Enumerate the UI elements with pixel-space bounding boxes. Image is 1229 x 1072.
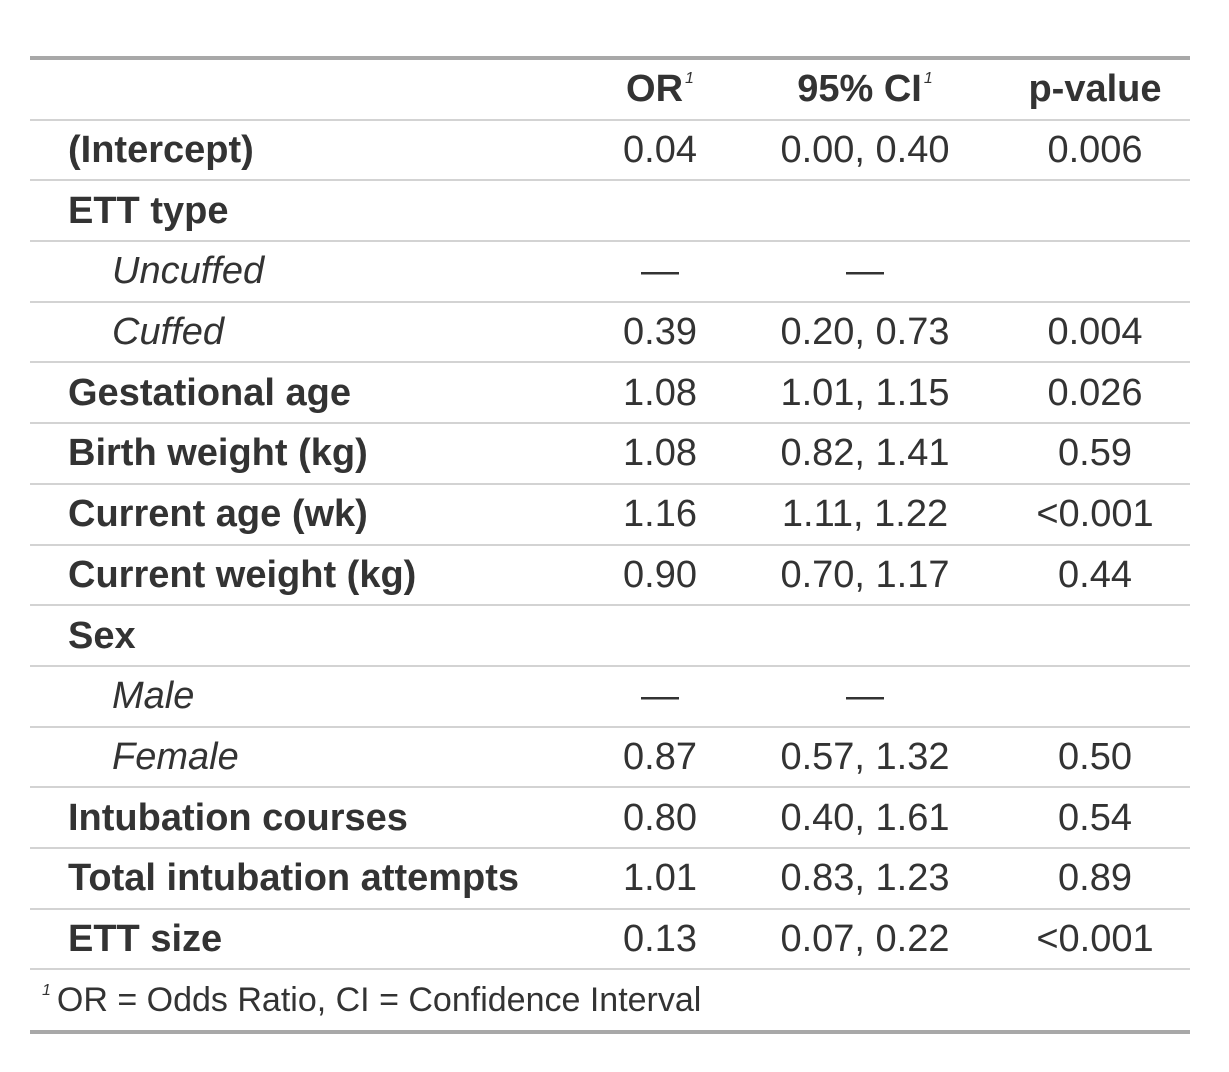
regression-table: OR 1 95% CI 1 p-value (Intercept) 0.04 0.0… — [30, 56, 1190, 1035]
row-p-value: 0.59 — [1000, 423, 1190, 485]
row-ci: 1.11, 1.22 — [730, 483, 1000, 546]
row-p-value: <0.001 — [1000, 908, 1190, 971]
row-ci: — — [730, 665, 1000, 728]
row-p-value — [1000, 665, 1190, 728]
row-label: Male — [30, 665, 590, 728]
row-p-value: 0.89 — [1000, 847, 1190, 910]
row-ci: 0.70, 1.17 — [730, 544, 1000, 607]
row-or: 1.01 — [590, 847, 730, 910]
table-footnote: 1 OR = Odds Ratio, CI = Confidence Interv… — [30, 969, 1190, 1030]
row-or: 0.04 — [590, 119, 730, 182]
row-ci: 1.01, 1.15 — [730, 362, 1000, 425]
row-ci — [730, 180, 1000, 243]
row-or: — — [590, 241, 730, 303]
header-ci-footnote-mark: 1 — [923, 70, 933, 88]
table-row: Gestational age 1.08 1.01, 1.15 0.026 — [30, 362, 1190, 425]
table-row: Sex — [30, 605, 1190, 667]
row-label: (Intercept) — [30, 119, 590, 182]
row-or: 0.80 — [590, 787, 730, 849]
table-row: ETT size 0.13 0.07, 0.22 <0.001 — [30, 908, 1190, 971]
header-or-text: OR — [626, 68, 684, 111]
row-label: ETT type — [30, 180, 590, 243]
table-row: Cuffed 0.39 0.20, 0.73 0.004 — [30, 301, 1190, 364]
row-ci: 0.57, 1.32 — [730, 726, 1000, 789]
row-p-value: 0.54 — [1000, 787, 1190, 849]
row-ci: 0.40, 1.61 — [730, 787, 1000, 849]
row-ci: 0.07, 0.22 — [730, 908, 1000, 971]
row-label: Intubation courses — [30, 787, 590, 849]
row-p-value: 0.026 — [1000, 362, 1190, 425]
row-p-value: 0.006 — [1000, 119, 1190, 182]
row-label: Sex — [30, 605, 590, 667]
table-row: Intubation courses 0.80 0.40, 1.61 0.54 — [30, 787, 1190, 849]
row-label: Uncuffed — [30, 241, 590, 303]
row-p-value: <0.001 — [1000, 483, 1190, 546]
table-row: Current age (wk) 1.16 1.11, 1.22 <0.001 — [30, 483, 1190, 546]
table-row: Female 0.87 0.57, 1.32 0.50 — [30, 726, 1190, 789]
row-p-value — [1000, 605, 1190, 667]
row-or: 1.08 — [590, 362, 730, 425]
table-row: (Intercept) 0.04 0.00, 0.40 0.006 — [30, 119, 1190, 182]
row-or: 0.13 — [590, 908, 730, 971]
header-or-footnote-mark: 1 — [685, 70, 694, 88]
row-ci: 0.82, 1.41 — [730, 423, 1000, 485]
row-or: 1.16 — [590, 483, 730, 546]
row-label: Birth weight (kg) — [30, 423, 590, 485]
row-or: 0.87 — [590, 726, 730, 789]
row-label: Female — [30, 726, 590, 789]
row-or: 0.90 — [590, 544, 730, 607]
row-or: — — [590, 665, 730, 728]
header-or: OR 1 — [590, 60, 730, 121]
row-or: 0.39 — [590, 301, 730, 364]
row-ci: 0.20, 0.73 — [730, 301, 1000, 364]
footnote-text: OR = Odds Ratio, CI = Confidence Interva… — [56, 981, 702, 1020]
table-row: ETT type — [30, 180, 1190, 243]
row-p-value: 0.44 — [1000, 544, 1190, 607]
row-p-value — [1000, 180, 1190, 243]
odds-ratio-table: OR 1 95% CI 1 p-value (Intercept) 0.04 0.0… — [30, 60, 1190, 1030]
row-or — [590, 605, 730, 667]
row-ci: — — [730, 241, 1000, 303]
row-or: 1.08 — [590, 423, 730, 485]
row-or — [590, 180, 730, 243]
header-ci-text: 95% CI — [797, 68, 922, 111]
header-row: OR 1 95% CI 1 p-value — [30, 60, 1190, 121]
row-p-value — [1000, 241, 1190, 303]
table-row: Total intubation attempts 1.01 0.83, 1.2… — [30, 847, 1190, 910]
footnote-mark: 1 — [42, 982, 51, 1000]
table-row: Current weight (kg) 0.90 0.70, 1.17 0.44 — [30, 544, 1190, 607]
row-label: Gestational age — [30, 362, 590, 425]
row-label: ETT size — [30, 908, 590, 971]
header-ci: 95% CI 1 — [730, 60, 1000, 121]
header-p-value: p-value — [1000, 60, 1190, 121]
header-label — [30, 60, 590, 121]
table-row: Birth weight (kg) 1.08 0.82, 1.41 0.59 — [30, 423, 1190, 485]
row-label: Current weight (kg) — [30, 544, 590, 607]
row-p-value: 0.50 — [1000, 726, 1190, 789]
row-label: Total intubation attempts — [30, 847, 590, 910]
row-label: Cuffed — [30, 301, 590, 364]
row-label: Current age (wk) — [30, 483, 590, 546]
row-ci — [730, 605, 1000, 667]
footnote-row: 1 OR = Odds Ratio, CI = Confidence Interv… — [30, 969, 1190, 1030]
table-row: Male — — — [30, 665, 1190, 728]
table-row: Uncuffed — — — [30, 241, 1190, 303]
row-ci: 0.83, 1.23 — [730, 847, 1000, 910]
row-p-value: 0.004 — [1000, 301, 1190, 364]
row-ci: 0.00, 0.40 — [730, 119, 1000, 182]
